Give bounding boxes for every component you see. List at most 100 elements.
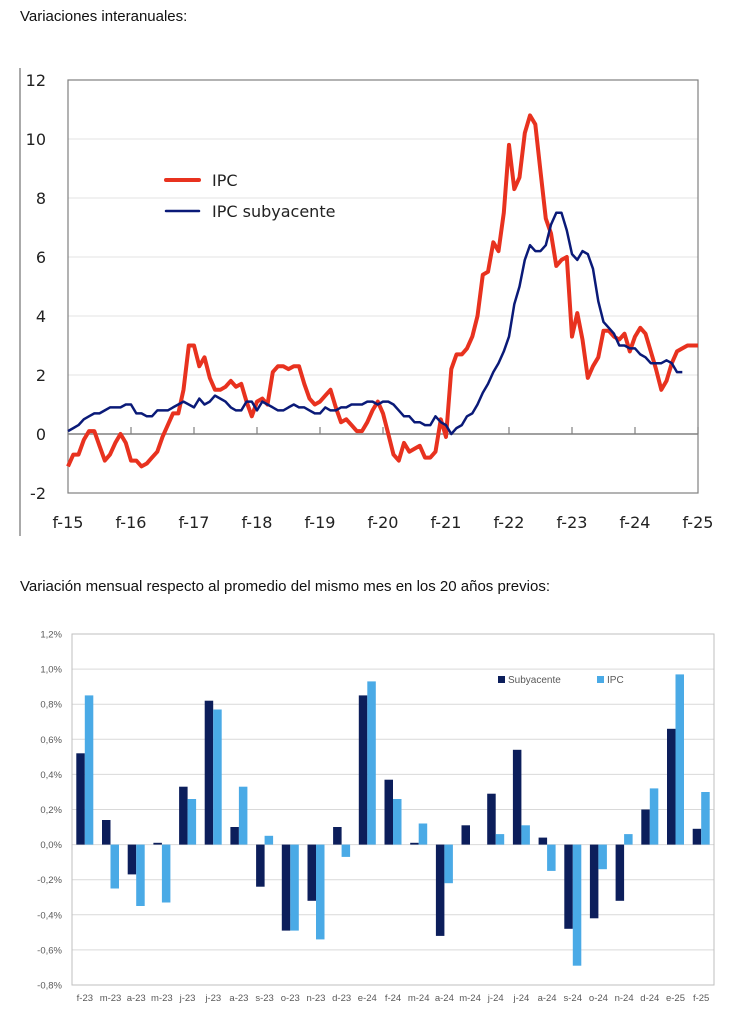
x-tick-label: a-24: [435, 993, 454, 1004]
bar-subyacente: [230, 827, 239, 845]
y-tick-label: 0,6%: [40, 735, 62, 746]
legend-label-subyacente: Subyacente: [508, 675, 561, 686]
bar-ipc: [444, 844, 453, 884]
bar-ipc: [675, 674, 684, 845]
bar-subyacente: [564, 844, 573, 929]
x-tick-label: s-23: [255, 993, 273, 1004]
bar-ipc: [161, 844, 171, 903]
bar-chart-mensual: -0,8% -0,6% -0,4% -0,2% 0,0% 0,2% 0,4% 0,6% 0,8%…: [37, 630, 715, 1004]
x-tick-label: d-24: [640, 993, 659, 1004]
x-tick-label: f-17: [179, 513, 210, 532]
legend-label-ipc-subyacente: IPC subyacente: [212, 202, 335, 221]
legend-swatch-subyacente: [498, 676, 505, 683]
y-tick-label: 2: [36, 366, 46, 385]
bar-subyacente: [641, 809, 650, 845]
x-tick-label: f-21: [431, 513, 462, 532]
bar-ipc: [110, 844, 119, 889]
legend-swatch-ipc: [597, 676, 604, 683]
bar-subyacente: [615, 844, 625, 901]
bar-ipc: [136, 844, 145, 906]
bar-ipc: [649, 788, 659, 845]
plot-frame: [67, 79, 699, 494]
x-tick-label: m-23: [100, 993, 122, 1004]
x-tick-label: a-24: [538, 993, 557, 1004]
bar-subyacente: [179, 786, 188, 845]
y-tick-label: 8: [36, 189, 46, 208]
y-tick-label: -0,8%: [37, 981, 62, 992]
x-tick-label: m-24: [459, 993, 481, 1004]
bar-subyacente: [307, 844, 316, 901]
x-tick-label: f-15: [53, 513, 84, 532]
bar-ipc: [367, 681, 376, 845]
bar-subyacente: [384, 779, 393, 845]
x-tick-label: f-23: [77, 993, 93, 1004]
y-tick-label: -2: [30, 484, 46, 503]
x-tick-label: n-24: [615, 993, 634, 1004]
bar-subyacente: [256, 844, 265, 887]
bar-ipc: [290, 844, 299, 931]
y-tick-label: 1,0%: [40, 665, 62, 676]
chart2-title: Variación mensual respecto al promedio d…: [20, 578, 550, 595]
x-tick-label: f-20: [368, 513, 399, 532]
bar-ipc: [495, 834, 505, 845]
bar-subyacente: [76, 753, 85, 845]
x-tick-label: f-18: [242, 513, 273, 532]
bar-subyacente: [461, 825, 470, 845]
series-line-ipc: [66, 113, 698, 469]
x-tick-label: f-24: [385, 993, 401, 1004]
bar-subyacente: [512, 749, 522, 845]
bar-ipc: [418, 823, 428, 845]
x-tick-label: f-22: [494, 513, 525, 532]
bar-ipc: [393, 799, 402, 845]
y-tick-label: -0,6%: [37, 945, 62, 956]
chart1-title: Variaciones interanuales:: [20, 8, 188, 25]
bar-ipc: [213, 709, 222, 845]
y-tick-label: 6: [36, 248, 46, 267]
x-tick-label: f-25: [693, 993, 709, 1004]
bar-ipc: [572, 844, 582, 966]
x-tick-label: f-19: [305, 513, 336, 532]
bar-ipc: [341, 844, 351, 857]
legend-label-ipc-bar: IPC: [607, 675, 624, 686]
bar-subyacente: [487, 793, 496, 845]
bar-ipc: [521, 825, 530, 845]
y-tick-label: 12: [26, 71, 46, 90]
y-tick-label: 0,4%: [40, 770, 62, 781]
legend-label-ipc: IPC: [212, 171, 238, 190]
y-tick-label: -0,4%: [37, 910, 62, 921]
bar-subyacente: [281, 844, 291, 931]
bar-subyacente: [410, 842, 419, 845]
x-tick-label: f-24: [620, 513, 651, 532]
x-tick-label: j-23: [179, 993, 196, 1004]
x-tick-label: a-23: [229, 993, 248, 1004]
bar-ipc: [264, 835, 274, 845]
bar-subyacente: [102, 820, 111, 845]
bar-ipc: [84, 695, 94, 845]
y-tick-label: -0,2%: [37, 875, 62, 886]
x-tick-label: o-24: [589, 993, 608, 1004]
bar-ipc: [701, 792, 710, 845]
y-tick-label: 0,8%: [40, 700, 62, 711]
y-tick-label: 0: [36, 425, 46, 444]
x-tick-label: e-24: [358, 993, 377, 1004]
x-tick-label: d-23: [332, 993, 351, 1004]
bar-subyacente: [358, 695, 368, 845]
bar-ipc: [316, 844, 325, 940]
bar-subyacente: [589, 844, 599, 919]
x-tick-label: f-23: [557, 513, 588, 532]
x-tick-label: m-23: [151, 993, 173, 1004]
y-tick-label: 10: [26, 130, 46, 149]
x-tick-label: a-23: [127, 993, 146, 1004]
y-tick-label: 4: [36, 307, 46, 326]
bar-subyacente: [692, 828, 702, 845]
x-tick-label: f-25: [683, 513, 714, 532]
x-tick-label: n-23: [306, 993, 325, 1004]
x-tick-label: j-24: [487, 993, 504, 1004]
plot-frame-2: [71, 633, 715, 986]
bar-ipc: [187, 799, 197, 845]
series-line-ipc-subyacente: [67, 211, 683, 436]
bar-subyacente: [153, 842, 162, 845]
x-tick-label: m-24: [408, 993, 430, 1004]
y-tick-label: 1,2%: [40, 630, 62, 641]
bar-ipc: [238, 786, 248, 845]
